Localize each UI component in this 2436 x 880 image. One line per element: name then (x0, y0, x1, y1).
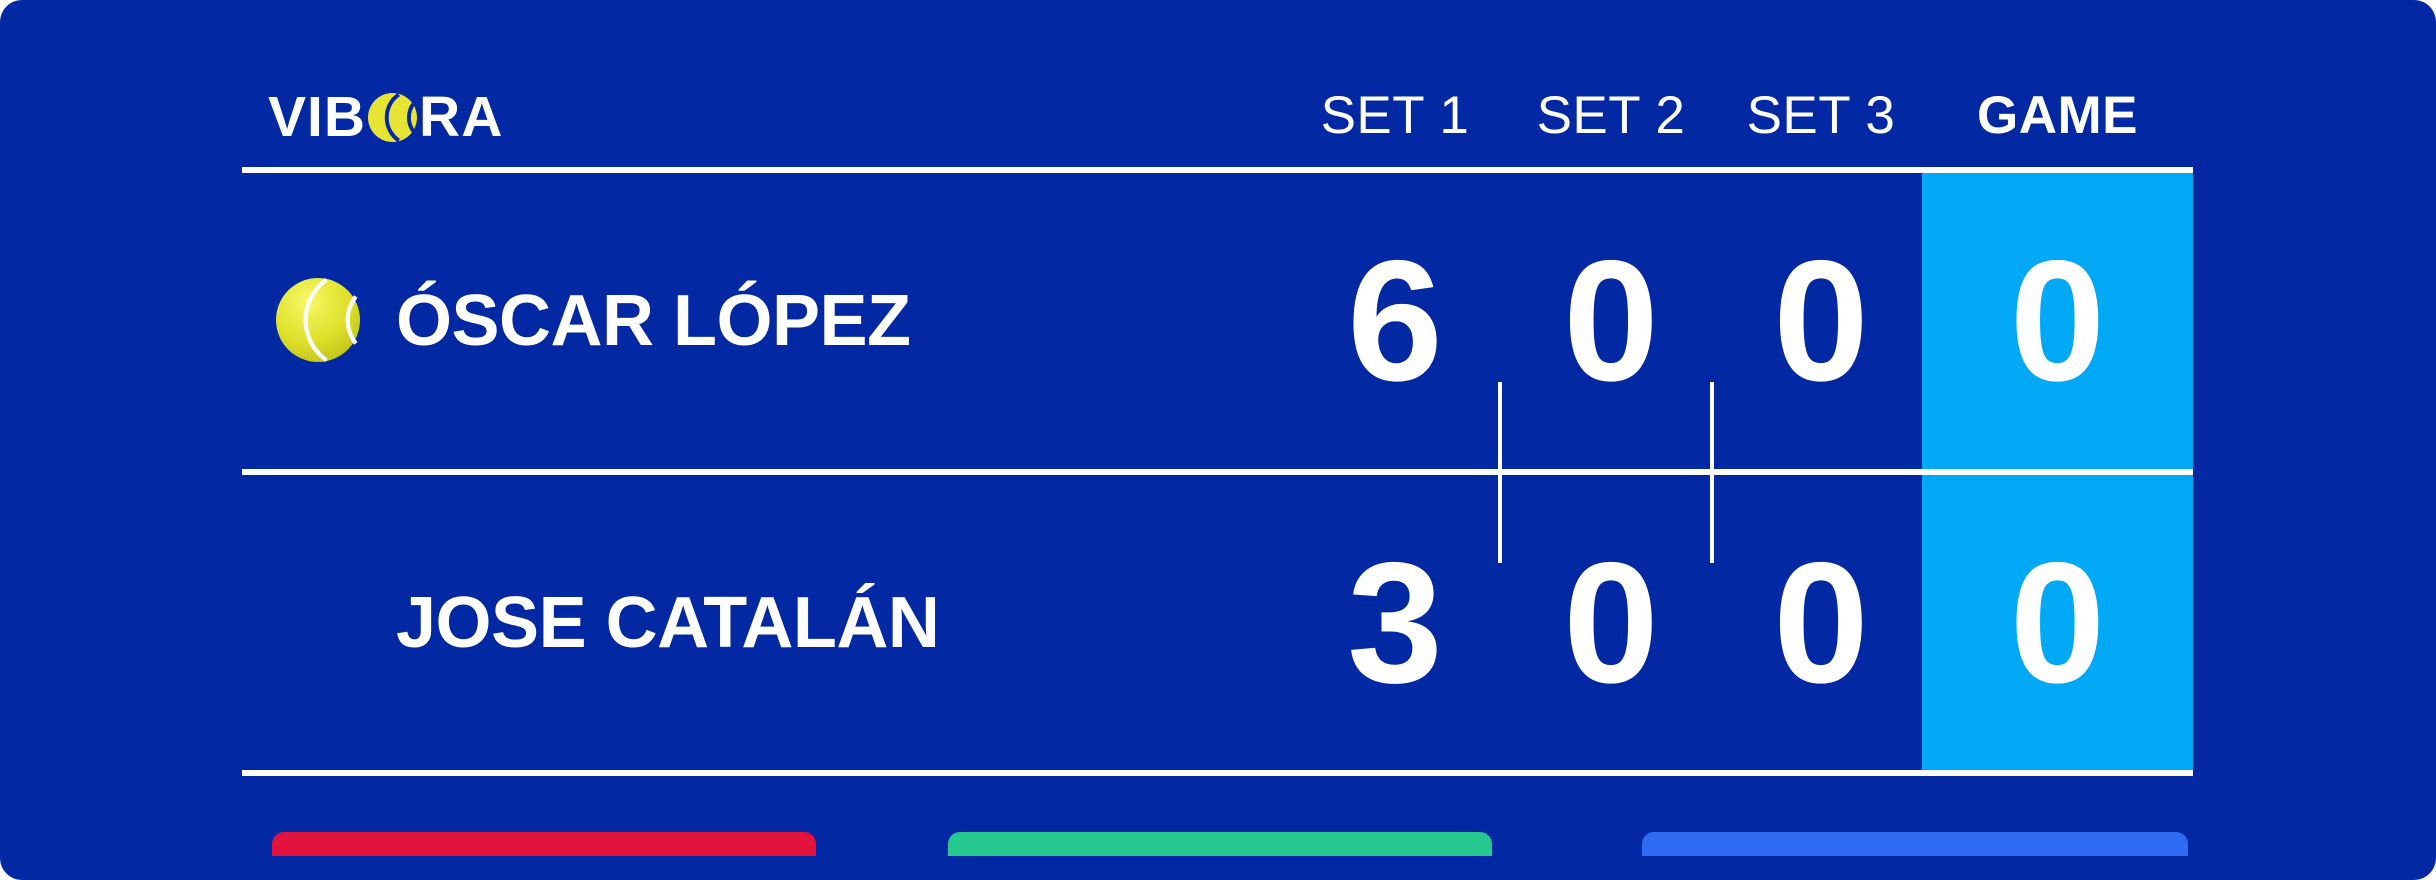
serving-ball-icon (276, 278, 360, 362)
player1-set1-score: 6 (1347, 225, 1443, 417)
header-set2: SET 2 (1536, 85, 1686, 145)
player2-set1-score: 3 (1347, 526, 1443, 719)
header-set3: SET 3 (1746, 85, 1896, 145)
logo-text-left: VIB (268, 85, 367, 149)
divider-bottom (242, 770, 2193, 776)
player1-game-score: 0 (2009, 225, 2106, 417)
player1-name: ÓSCAR LÓPEZ (396, 281, 911, 361)
divider-players (242, 469, 2193, 475)
logo-text-right: RA (419, 85, 504, 149)
divider-header (242, 167, 2193, 173)
player2-game-score: 0 (2009, 526, 2106, 719)
column-tick-set1-set2 (1498, 382, 1502, 563)
vibora-logo: VIB RA (268, 85, 503, 149)
header-game: GAME (1977, 85, 2138, 145)
player2-name: JOSE CATALÁN (396, 582, 940, 663)
column-tick-set2-set3 (1710, 382, 1714, 563)
player2-set2-score: 0 (1563, 526, 1659, 719)
logo-tennis-ball-icon (368, 92, 418, 142)
player2-set3-score: 0 (1773, 526, 1869, 719)
player1-set2-score: 0 (1563, 225, 1659, 417)
header-set1: SET 1 (1320, 85, 1470, 145)
player1-set3-score: 0 (1773, 225, 1869, 417)
bottom-button-blue[interactable] (1642, 832, 2188, 856)
bottom-button-red[interactable] (272, 832, 816, 856)
bottom-button-green[interactable] (948, 832, 1492, 856)
